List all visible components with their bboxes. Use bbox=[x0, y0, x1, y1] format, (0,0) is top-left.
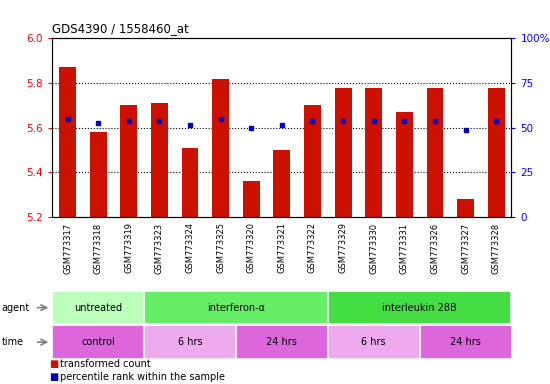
Text: GSM773319: GSM773319 bbox=[124, 222, 133, 273]
Text: GSM773317: GSM773317 bbox=[63, 222, 72, 273]
Text: 6 hrs: 6 hrs bbox=[361, 337, 386, 347]
Bar bbox=[328, 325, 420, 359]
Bar bbox=[52, 325, 144, 359]
Text: GDS4390 / 1558460_at: GDS4390 / 1558460_at bbox=[52, 22, 189, 35]
Bar bbox=[90, 132, 107, 217]
Bar bbox=[120, 105, 137, 217]
Text: GSM773325: GSM773325 bbox=[216, 222, 225, 273]
Bar bbox=[420, 325, 512, 359]
Text: 6 hrs: 6 hrs bbox=[178, 337, 202, 347]
Bar bbox=[304, 105, 321, 217]
Text: GSM773320: GSM773320 bbox=[247, 222, 256, 273]
Text: percentile rank within the sample: percentile rank within the sample bbox=[60, 372, 226, 382]
Bar bbox=[212, 79, 229, 217]
Bar bbox=[273, 150, 290, 217]
Text: GSM773324: GSM773324 bbox=[185, 222, 195, 273]
Text: 24 hrs: 24 hrs bbox=[450, 337, 481, 347]
Bar bbox=[335, 88, 351, 217]
Text: GSM773328: GSM773328 bbox=[492, 222, 500, 273]
Bar bbox=[144, 291, 328, 324]
Bar bbox=[144, 325, 236, 359]
Text: GSM773327: GSM773327 bbox=[461, 222, 470, 273]
Text: time: time bbox=[2, 337, 24, 347]
Text: GSM773330: GSM773330 bbox=[369, 222, 378, 273]
Text: untreated: untreated bbox=[74, 303, 122, 313]
Bar bbox=[236, 325, 328, 359]
Bar bbox=[328, 291, 512, 324]
Bar bbox=[457, 199, 474, 217]
Bar bbox=[182, 148, 199, 217]
Bar bbox=[365, 88, 382, 217]
Text: GSM773322: GSM773322 bbox=[308, 222, 317, 273]
Text: GSM773331: GSM773331 bbox=[400, 222, 409, 273]
Text: GSM773326: GSM773326 bbox=[431, 222, 439, 273]
Bar bbox=[52, 291, 144, 324]
Text: interferon-α: interferon-α bbox=[207, 303, 265, 313]
Text: ■: ■ bbox=[50, 359, 59, 369]
Bar bbox=[396, 112, 412, 217]
Text: 24 hrs: 24 hrs bbox=[266, 337, 298, 347]
Bar bbox=[488, 88, 504, 217]
Text: GSM773321: GSM773321 bbox=[277, 222, 287, 273]
Bar bbox=[427, 88, 443, 217]
Bar bbox=[151, 103, 168, 217]
Text: agent: agent bbox=[2, 303, 30, 313]
Bar bbox=[59, 68, 76, 217]
Text: interleukin 28B: interleukin 28B bbox=[382, 303, 457, 313]
Text: control: control bbox=[81, 337, 115, 347]
Text: GSM773323: GSM773323 bbox=[155, 222, 164, 273]
Text: GSM773318: GSM773318 bbox=[94, 222, 103, 273]
Text: transformed count: transformed count bbox=[60, 359, 151, 369]
Text: GSM773329: GSM773329 bbox=[339, 222, 348, 273]
Text: ■: ■ bbox=[50, 372, 59, 382]
Bar bbox=[243, 181, 260, 217]
